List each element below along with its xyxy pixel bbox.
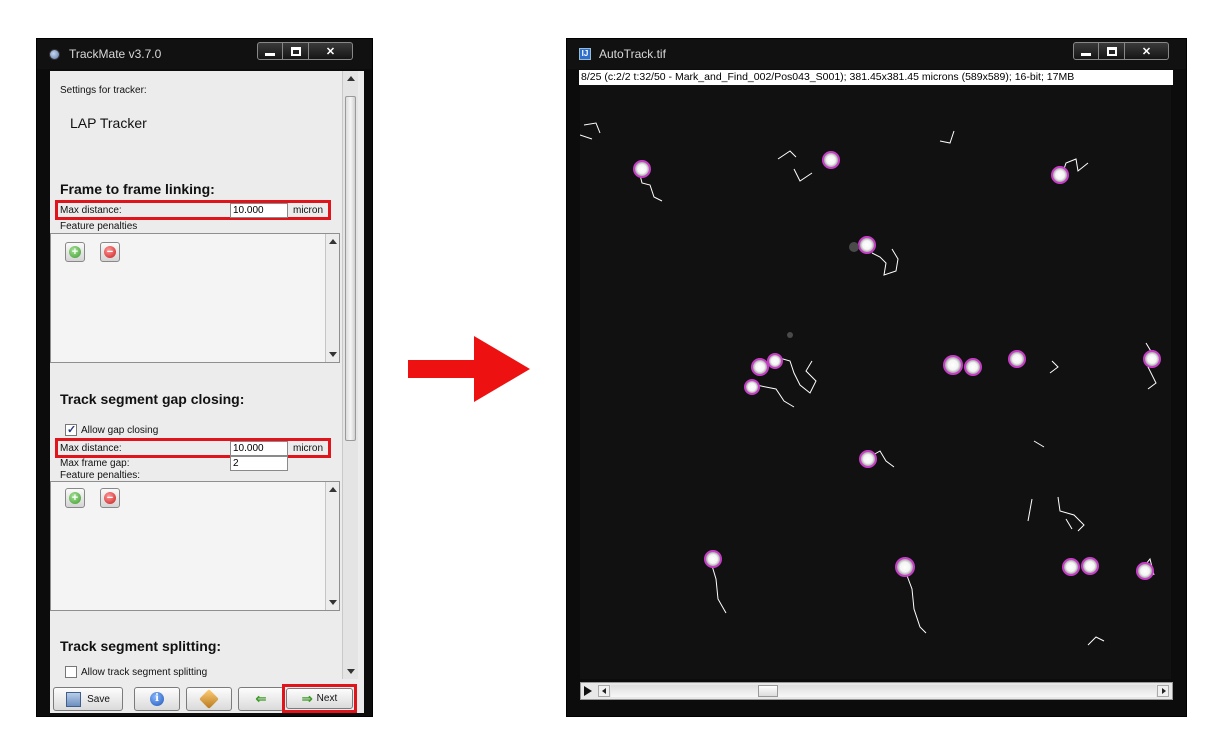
save-icon xyxy=(66,691,82,707)
scroll-down-icon xyxy=(329,600,337,605)
gap-max-distance-field[interactable]: 10.000 xyxy=(230,441,288,456)
image-info-bar: 8/25 (c:2/2 t:32/50 - Mark_and_Find_002/… xyxy=(579,70,1173,85)
frame-linking-heading: Frame to frame linking: xyxy=(60,181,215,197)
imagej-icon: IJ xyxy=(579,48,591,60)
track-overlay xyxy=(580,122,1161,646)
tracker-name: LAP Tracker xyxy=(70,115,147,131)
max-distance-unit: micron xyxy=(293,205,324,216)
splitting-heading: Track segment splitting: xyxy=(60,638,222,654)
close-button[interactable]: ✕ xyxy=(309,42,353,60)
gap-feature-penalties-list[interactable]: + − xyxy=(50,481,340,611)
trackmate-window-title: TrackMate v3.7.0 xyxy=(69,47,162,61)
close-button[interactable]: ✕ xyxy=(1125,42,1169,60)
scroll-right-button[interactable] xyxy=(1157,685,1169,697)
minimize-button[interactable] xyxy=(257,42,283,60)
frame-slider-track[interactable] xyxy=(611,685,1156,697)
arrow-left-icon: ⇐ xyxy=(255,691,267,706)
allow-splitting-label: Allow track segment splitting xyxy=(81,667,208,678)
max-distance-label: Max distance: xyxy=(60,205,122,216)
allow-gap-closing-checkbox[interactable] xyxy=(65,423,77,436)
maximize-icon xyxy=(1106,46,1117,56)
scroll-up-icon xyxy=(347,76,355,81)
settings-scrollbar[interactable] xyxy=(342,71,358,679)
next-button-label: Next xyxy=(316,693,338,704)
spots xyxy=(633,151,1161,580)
minus-icon: − xyxy=(104,492,116,504)
minimize-icon xyxy=(265,52,275,56)
feature-penalties-label: Feature penalties xyxy=(60,221,138,232)
add-gap-penalty-button[interactable]: + xyxy=(65,488,85,508)
next-button[interactable]: ⇒ Next xyxy=(286,688,353,709)
save-button-label: Save xyxy=(87,693,110,705)
trackmate-app-icon xyxy=(49,49,60,60)
frame-slider-thumb[interactable] xyxy=(758,685,778,697)
faint-cells xyxy=(787,242,859,338)
gap-max-distance-unit: micron xyxy=(293,443,324,454)
tracks xyxy=(580,122,1157,646)
image-canvas[interactable] xyxy=(580,85,1171,679)
image-window: IJ AutoTrack.tif ✕ 8/25 (c:2/2 t:32/50 -… xyxy=(566,38,1187,717)
play-icon[interactable] xyxy=(584,686,592,696)
remove-penalty-button[interactable]: − xyxy=(100,242,120,262)
close-icon: ✕ xyxy=(1141,45,1152,58)
close-icon: ✕ xyxy=(325,45,336,58)
save-button[interactable]: Save xyxy=(53,687,123,711)
plus-icon: + xyxy=(69,492,81,504)
highlight-box xyxy=(55,200,331,220)
scroll-left-button[interactable] xyxy=(598,685,610,697)
frame-scrollbar[interactable] xyxy=(580,682,1173,700)
wizard-button-bar: Save i ⇐ ⇒ Next xyxy=(50,680,364,713)
config-button[interactable] xyxy=(186,687,232,711)
maximize-button[interactable] xyxy=(283,42,309,60)
trackmate-window: TrackMate v3.7.0 ✕ Settings for tracker:… xyxy=(36,38,373,717)
red-arrow-icon xyxy=(408,336,530,402)
image-titlebar[interactable]: IJ AutoTrack.tif ✕ xyxy=(567,39,1186,69)
plus-icon: + xyxy=(69,246,81,258)
max-distance-field[interactable]: 10.000 xyxy=(230,203,288,218)
add-penalty-button[interactable]: + xyxy=(65,242,85,262)
remove-gap-penalty-button[interactable]: − xyxy=(100,488,120,508)
feature-penalties-list[interactable]: + − xyxy=(50,233,340,363)
scroll-down-icon xyxy=(347,669,355,674)
maximize-button[interactable] xyxy=(1099,42,1125,60)
trackmate-titlebar[interactable]: TrackMate v3.7.0 ✕ xyxy=(37,39,372,69)
minus-icon: − xyxy=(104,246,116,258)
tracker-settings-panel: Settings for tracker: LAP Tracker Frame … xyxy=(50,71,364,713)
scroll-up-icon xyxy=(329,487,337,492)
arrow-right-icon: ⇒ xyxy=(301,690,313,706)
gap-list-scrollbar[interactable] xyxy=(325,482,339,610)
gap-closing-heading: Track segment gap closing: xyxy=(60,391,245,407)
gap-max-distance-label: Max distance: xyxy=(60,443,122,454)
max-frame-gap-label: Max frame gap: xyxy=(60,458,130,469)
settings-label: Settings for tracker: xyxy=(60,85,147,96)
scroll-up-icon xyxy=(329,239,337,244)
allow-gap-closing-label: Allow gap closing xyxy=(81,425,159,436)
image-window-title: AutoTrack.tif xyxy=(599,47,666,61)
highlight-box xyxy=(282,684,357,713)
scroll-down-icon xyxy=(329,352,337,357)
wrench-icon xyxy=(199,689,219,709)
list-scrollbar[interactable] xyxy=(325,234,339,362)
minimize-icon xyxy=(1081,52,1091,56)
minimize-button[interactable] xyxy=(1073,42,1099,60)
info-button[interactable]: i xyxy=(134,687,180,711)
settings-scrollbar-thumb[interactable] xyxy=(345,96,356,441)
previous-button[interactable]: ⇐ xyxy=(238,687,284,711)
allow-splitting-checkbox[interactable] xyxy=(65,666,77,678)
tracker-settings-content: Settings for tracker: LAP Tracker Frame … xyxy=(50,71,342,679)
gap-feature-penalties-label: Feature penalties: xyxy=(60,470,141,481)
highlight-box xyxy=(55,438,331,458)
max-frame-gap-field[interactable]: 2 xyxy=(230,456,288,471)
info-icon: i xyxy=(150,692,164,706)
maximize-icon xyxy=(290,46,301,56)
